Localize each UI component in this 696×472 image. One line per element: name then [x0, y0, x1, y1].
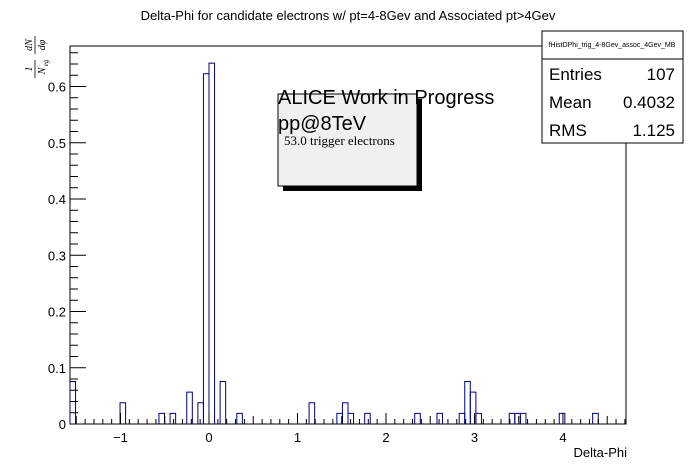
histogram-bin	[475, 412, 482, 424]
svg-text:eg: eg	[42, 59, 50, 66]
y-axis: 0 0.1 0.2 0.3 0.4 0.5 0.6	[48, 52, 86, 432]
stats-mean-label: Mean	[549, 93, 592, 112]
y-axis-title: 1 N eg dN dφ	[24, 36, 50, 78]
x-tick-label: 1	[294, 430, 301, 445]
y-tick-label: 0	[59, 417, 66, 432]
y-tick-label: 0.1	[48, 361, 66, 376]
histogram-bin	[558, 412, 566, 424]
svg-text:N: N	[37, 66, 48, 75]
histogram-bin	[186, 391, 193, 424]
histogram-bin	[519, 412, 527, 424]
histogram-bin	[308, 402, 316, 424]
histogram-bin	[592, 412, 599, 424]
svg-text:1: 1	[24, 67, 35, 72]
histogram-bin	[69, 381, 77, 424]
histogram-bin	[364, 412, 371, 424]
stats-hist-name: fHistDPhi_trig_4-8Gev_assoc_4Gev_MB	[549, 42, 676, 49]
x-tick-label: 4	[559, 430, 566, 445]
histogram-bin	[469, 391, 477, 424]
stats-rms-label: RMS	[549, 121, 587, 140]
plot-title: Delta-Phi for candidate electrons w/ pt=…	[141, 8, 556, 23]
stats-box: fHistDPhi_trig_4-8Gev_assoc_4Gev_MB Entr…	[541, 30, 684, 144]
annotation-line1: ALICE Work in Progress	[278, 87, 494, 109]
stats-entries-label: Entries	[549, 65, 602, 84]
y-tick-label: 0.6	[48, 80, 66, 95]
y-tick-label: 0.5	[48, 136, 66, 151]
histogram-bars	[69, 62, 599, 424]
annotation-line3: 53.0 trigger electrons	[284, 133, 395, 148]
histogram-bin	[219, 381, 227, 424]
annotation-box: ALICE Work in Progress pp@8TeV 53.0 trig…	[277, 87, 494, 191]
stats-mean-value: 0.4032	[623, 93, 675, 112]
x-tick-label: 2	[382, 430, 389, 445]
histogram-bin	[436, 412, 444, 424]
svg-text:dφ: dφ	[37, 39, 48, 50]
x-axis-title: Delta-Phi	[574, 445, 628, 460]
histogram-bin	[169, 412, 177, 424]
x-axis: −1 0 1 2 3 4	[75, 413, 626, 445]
histogram-bin	[208, 62, 216, 424]
histogram-bin	[347, 412, 355, 424]
annotation-line2: pp@8TeV	[278, 113, 367, 135]
x-tick-label: 0	[205, 430, 212, 445]
stats-rms-value: 1.125	[632, 121, 675, 140]
y-tick-label: 0.4	[48, 192, 66, 207]
x-tick-label: −1	[113, 430, 128, 445]
histogram-bin	[236, 412, 243, 424]
stats-entries-value: 107	[647, 65, 675, 84]
svg-text:dN: dN	[24, 38, 35, 51]
y-tick-label: 0.3	[48, 248, 66, 263]
x-tick-label: 3	[471, 430, 478, 445]
y-tick-label: 0.2	[48, 305, 66, 320]
histogram-bin	[414, 412, 421, 424]
